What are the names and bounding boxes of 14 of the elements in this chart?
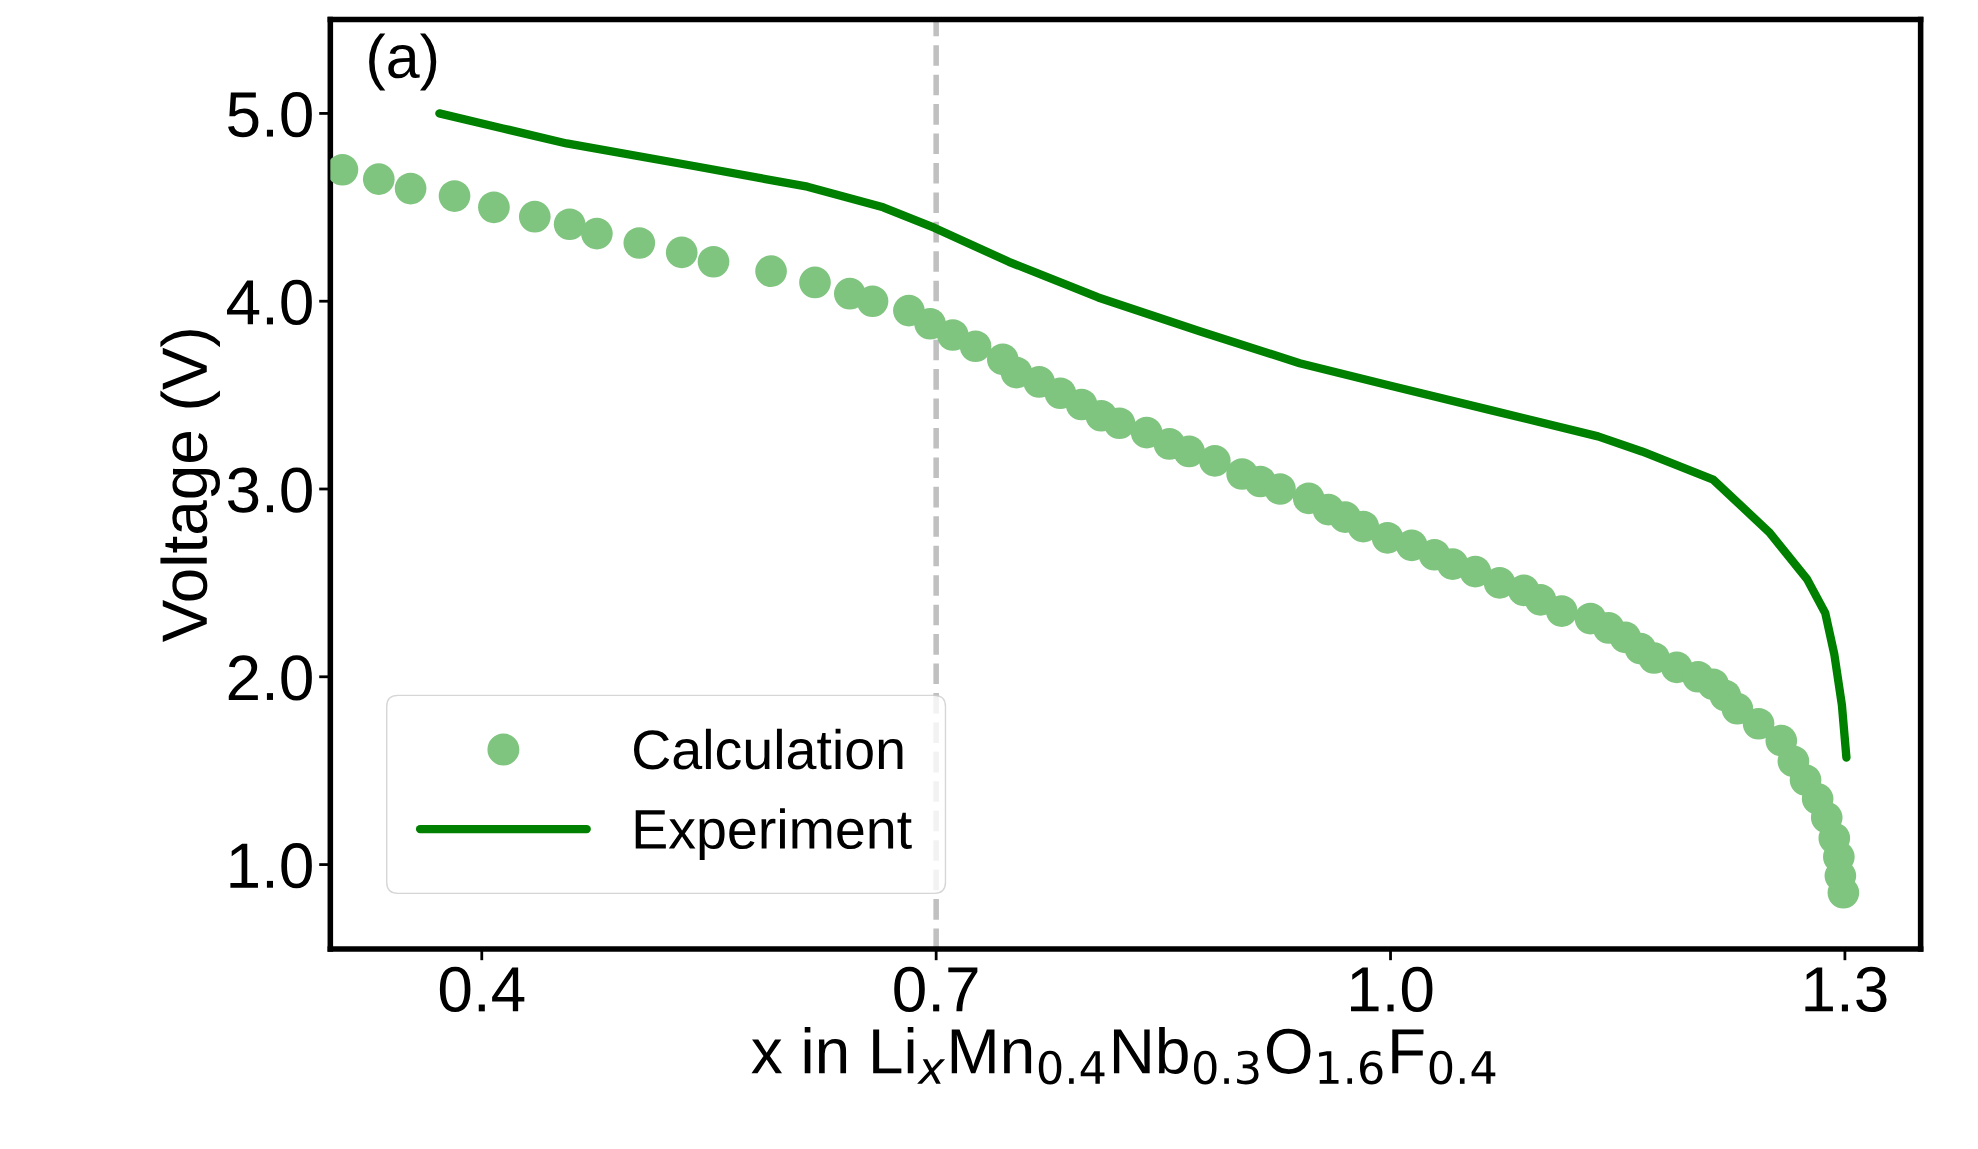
y-tick-label: 1.0: [230, 843, 312, 889]
legend-label: Calculation: [633, 728, 903, 770]
y-axis-title: Voltage (V): [160, 330, 220, 643]
x-tick-label: 1.3: [1805, 966, 1887, 1012]
y-tick-label: 2.0: [228, 655, 312, 701]
text: x in Li$_{x}$Mn$_{0.4}$Nb$_{0.3}$O$_{1.6}$F$_{0.4}$: [751, 1027, 1496, 1085]
y-tick-label: 5.0: [228, 91, 312, 138]
annotation: (a): [369, 33, 437, 91]
x-tick-label: 0.7: [894, 966, 978, 1012]
y-tick-label: 4.0: [227, 279, 312, 325]
x-tick-label: 0.4: [439, 966, 525, 1012]
legend-label: Experiment: [635, 808, 912, 861]
y-tick-label: 3.0: [227, 467, 312, 513]
x-tick-label: 1.0: [1351, 966, 1433, 1012]
